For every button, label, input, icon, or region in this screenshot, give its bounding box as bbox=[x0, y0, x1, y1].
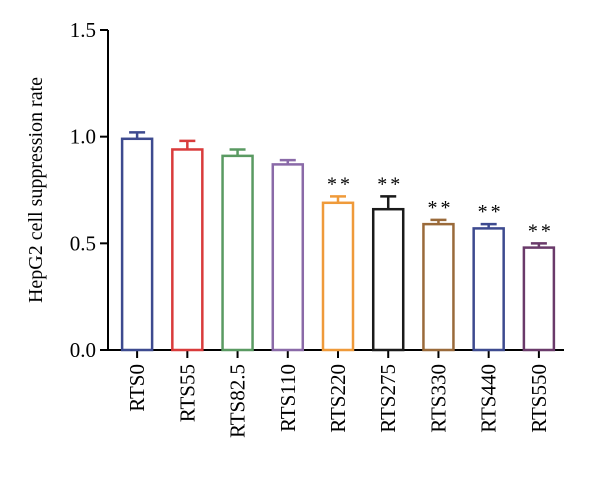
category-labels: RTS0 RTS55 RTS82.5 RTS110 RTS220 RTS275 RTS330… bbox=[125, 364, 551, 438]
bar-group bbox=[271, 158, 305, 352]
bar bbox=[271, 163, 305, 352]
bar-group bbox=[120, 131, 154, 352]
bar bbox=[171, 148, 204, 352]
x-tick-label: RTS330 bbox=[426, 364, 450, 433]
bar bbox=[371, 207, 405, 352]
bar-group: ** bbox=[321, 173, 355, 352]
x-tick-label: RTS0 bbox=[125, 364, 149, 412]
bar bbox=[472, 227, 505, 352]
bar-group: ** bbox=[522, 220, 556, 352]
bar bbox=[422, 222, 455, 352]
x-tick-label: RTS110 bbox=[276, 364, 300, 432]
y-tick-label: 0.5 bbox=[70, 231, 96, 255]
significance-label: ** bbox=[427, 197, 453, 219]
significance-label: ** bbox=[377, 173, 403, 195]
x-tick-label: RTS275 bbox=[376, 364, 400, 433]
bar bbox=[221, 154, 254, 352]
x-tick-label: RTS550 bbox=[527, 364, 551, 433]
significance-label: ** bbox=[478, 201, 504, 223]
y-tick-label: 1.0 bbox=[70, 125, 96, 149]
significance-label: ** bbox=[327, 173, 353, 195]
y-tick-label: 1.5 bbox=[70, 18, 96, 42]
y-axis: 0.0 0.5 1.0 1.5 bbox=[70, 18, 109, 362]
significance-label: ** bbox=[528, 220, 554, 242]
y-axis-label: HepG2 cell suppression rate bbox=[25, 77, 47, 303]
bars: ** ** ** ** ** bbox=[120, 131, 556, 352]
x-tick-label: RTS55 bbox=[175, 364, 199, 422]
bar-group: ** bbox=[422, 197, 455, 352]
bar bbox=[321, 201, 355, 352]
bar-group: ** bbox=[371, 173, 405, 352]
bar-group bbox=[171, 139, 204, 352]
bar bbox=[120, 137, 154, 352]
bar-group: ** bbox=[472, 201, 505, 352]
x-tick-label: RTS440 bbox=[477, 364, 501, 433]
y-tick-label: 0.0 bbox=[70, 338, 96, 362]
x-tick-label: RTS220 bbox=[326, 364, 350, 433]
bar-group bbox=[221, 148, 254, 352]
x-tick-label: RTS82.5 bbox=[226, 364, 250, 438]
bar bbox=[522, 246, 556, 352]
